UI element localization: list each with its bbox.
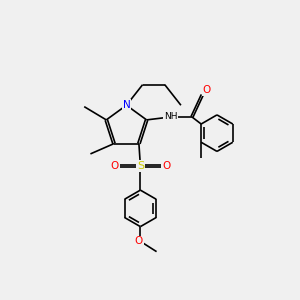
- Text: O: O: [135, 236, 143, 246]
- Text: O: O: [202, 85, 211, 95]
- Text: S: S: [137, 161, 144, 171]
- Text: O: O: [110, 161, 118, 171]
- Text: O: O: [162, 161, 170, 171]
- Text: NH: NH: [164, 112, 178, 122]
- Text: N: N: [123, 100, 130, 110]
